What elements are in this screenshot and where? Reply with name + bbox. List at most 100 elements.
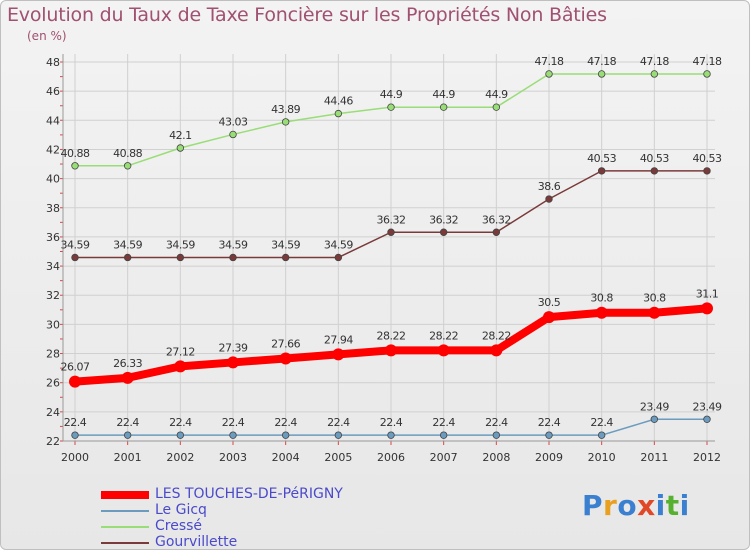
data-label: 34.59 [219,238,248,251]
data-label: 40.88 [61,147,90,160]
data-point [545,195,553,203]
y-tick-label: 44 [46,114,60,127]
x-tick-label: 2009 [535,451,563,464]
data-label: 44.9 [432,88,455,101]
data-point [439,431,448,439]
x-tick-label: 2008 [482,451,510,464]
data-point [595,306,608,319]
data-point [597,431,606,439]
data-label: 26.33 [113,357,142,370]
logo-letter: x [637,489,656,522]
data-point [703,70,711,78]
x-tick-label: 2001 [114,451,142,464]
data-point [650,167,659,175]
data-label: 27.94 [324,333,353,346]
data-label: 34.59 [61,238,90,251]
data-label: 23.49 [693,400,722,413]
data-label: 22.4 [116,416,139,429]
y-tick-label: 24 [46,406,60,419]
x-tick-label: 2006 [377,451,405,464]
logo-letter: i [679,489,690,522]
y-tick-label: 46 [46,85,60,98]
data-point [71,162,79,170]
y-tick-label: 28 [46,348,60,361]
data-label: 22.4 [432,416,455,429]
data-point [492,228,501,236]
data-label: 40.53 [693,152,722,165]
data-point [176,431,185,439]
chart-title: Evolution du Taux de Taxe Foncière sur l… [7,4,607,26]
data-point [229,431,237,439]
y-tick-label: 42 [46,143,60,156]
data-point [492,103,501,111]
data-label: 44.9 [485,88,508,101]
data-label: 36.32 [377,213,406,226]
data-point [597,167,606,175]
data-label: 22.4 [169,416,192,429]
legend-label-3: Gourvillette [155,534,238,550]
logo-letter: t [665,489,680,522]
data-label: 23.49 [640,400,669,413]
y-tick-label: 40 [46,173,60,186]
data-label: 30.8 [643,292,666,305]
data-label: 47.18 [640,55,669,68]
data-point [543,311,555,324]
data-point [334,253,343,262]
data-point [279,352,292,365]
y-tick-label: 34 [46,260,60,273]
data-label: 26.07 [61,361,90,374]
data-point [176,144,185,152]
data-point [281,253,290,262]
legend-swatch-1 [101,510,149,512]
data-point [281,431,290,439]
data-point [439,103,448,111]
logo-letter: r [603,489,618,522]
data-point [121,371,134,384]
legend-swatch-2 [101,526,149,528]
data-label: 43.03 [219,115,248,128]
data-point [545,70,553,78]
x-tick-label: 2002 [166,451,194,464]
data-point [492,431,501,439]
data-point [439,228,448,236]
x-tick-label: 2005 [324,451,352,464]
data-point [123,431,132,439]
data-label: 36.32 [482,213,511,226]
data-point [71,253,79,262]
proxiti-logo: Proxiti [582,489,690,522]
x-tick-label: 2000 [61,451,89,464]
data-point [281,118,290,126]
data-label: 47.18 [587,55,616,68]
data-point [174,360,187,373]
data-point [229,130,237,139]
data-point [229,253,237,262]
logo-letter: i [655,489,666,522]
legend-swatch-0 [101,491,149,499]
data-label: 34.59 [324,238,353,251]
data-point [332,348,345,361]
x-tick-label: 2007 [430,451,458,464]
data-point [703,167,711,175]
data-point [703,415,711,423]
x-tick-label: 2003 [219,451,247,464]
data-point [701,302,713,315]
data-point [71,431,79,439]
data-point [490,344,503,357]
logo-letter: o [617,489,638,522]
data-label: 27.12 [166,345,195,358]
data-label: 34.59 [166,238,195,251]
y-tick-label: 30 [46,318,60,331]
data-label: 47.18 [535,55,564,68]
legend-label-2: Cressé [155,518,203,534]
data-label: 28.22 [429,329,458,342]
data-label: 28.22 [482,329,511,342]
data-point [334,431,343,439]
y-tick-label: 26 [46,377,60,390]
data-label: 36.32 [429,213,458,226]
data-label: 28.22 [377,329,406,342]
data-point [385,344,397,357]
data-point [597,70,606,78]
data-point [545,431,553,439]
